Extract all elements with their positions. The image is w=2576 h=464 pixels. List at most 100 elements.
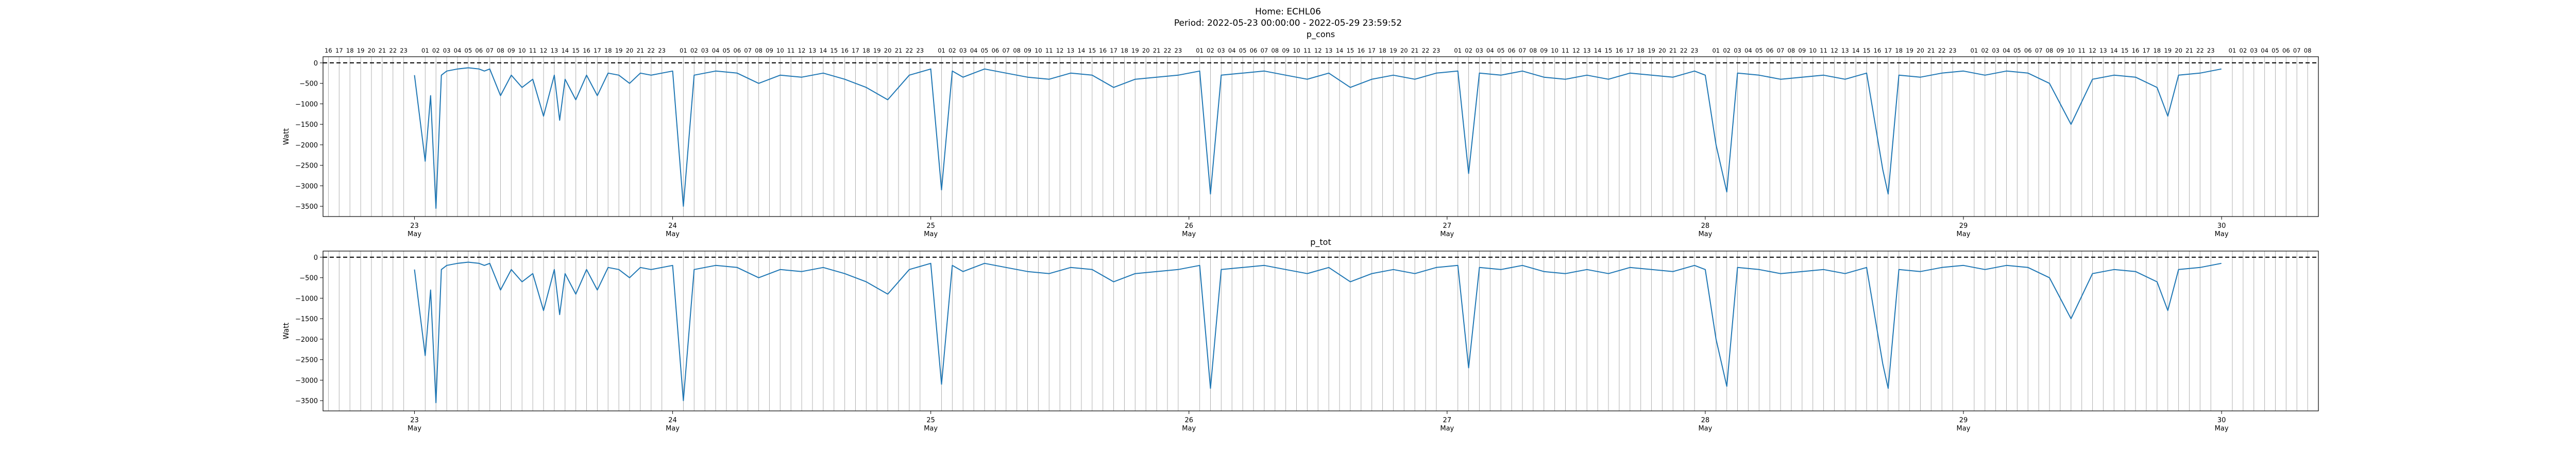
x-day-tick-label: 27 (1443, 222, 1452, 230)
top-hour-tick-label: 03 (1992, 47, 1999, 54)
x-day-tick-label: 26 (1184, 222, 1193, 230)
top-hour-tick-label: 01 (938, 47, 945, 54)
top-hour-tick-label: 05 (1497, 47, 1505, 54)
y-axis: 0 −500 −1000 −1500 −2000 −2500 −3000 −3500 Watt (282, 254, 323, 405)
figure-title-line1: Home: ECHL06 (1255, 7, 1321, 17)
top-hour-tick-label: 13 (2099, 47, 2107, 54)
top-hour-tick-label: 12 (798, 47, 806, 54)
top-hour-tick-label: 04 (712, 47, 720, 54)
top-hour-tick-label: 18 (1637, 47, 1645, 54)
y-tick-label: −1000 (295, 101, 318, 108)
top-hour-tick-label: 03 (701, 47, 709, 54)
y-tick-label: −1000 (295, 295, 318, 303)
top-hour-tick-label: 07 (486, 47, 494, 54)
top-hour-tick-label: 11 (1820, 47, 1827, 54)
top-hour-tick-label: 19 (1906, 47, 1913, 54)
top-hour-tick-label: 23 (1433, 47, 1440, 54)
x-day-tick-label: 29 (1959, 222, 1968, 230)
x-month-tick-label: May (2215, 230, 2229, 238)
top-hour-tick-label: 02 (1723, 47, 1731, 54)
series-line-p_cons (414, 67, 2222, 209)
top-hour-tick-label: 12 (2089, 47, 2096, 54)
x-month-tick-label: May (666, 230, 680, 238)
x-day-tick-label: 23 (410, 222, 419, 230)
top-hour-tick-label: 19 (357, 47, 365, 54)
y-tick-label: −3000 (295, 377, 318, 385)
top-hour-tick-label: 04 (1744, 47, 1752, 54)
top-hour-tick-label: 19 (1648, 47, 1655, 54)
y-tick-label: −3500 (295, 397, 318, 405)
top-hour-tick-label: 07 (2293, 47, 2301, 54)
top-hour-tick-label: 19 (1389, 47, 1397, 54)
top-hour-tick-label: 02 (948, 47, 956, 54)
chart-panel-p_tot: p_tot 0 −500 −1000 −1500 −2000 −2500 −3000 −3500… (282, 237, 2319, 433)
y-axis-label: Watt (282, 128, 291, 145)
top-hour-tick-label: 05 (2013, 47, 2021, 54)
top-hour-tick-label: 23 (916, 47, 924, 54)
top-hour-tick-label: 04 (1228, 47, 1236, 54)
top-hour-tick-label: 20 (368, 47, 376, 54)
top-hour-tick-label: 16 (1616, 47, 1623, 54)
top-hour-tick-label: 14 (561, 47, 569, 54)
top-hour-tick-label: 21 (895, 47, 903, 54)
top-hour-tick-label: 14 (1594, 47, 1602, 54)
x-day-tick-label: 24 (668, 222, 677, 230)
x-day-tick-label: 30 (2217, 222, 2226, 230)
top-hour-tick-label: 06 (734, 47, 741, 54)
top-hour-tick-label: 10 (1551, 47, 1558, 54)
top-hour-tick-label: 12 (540, 47, 548, 54)
top-hour-tick-label: 21 (1669, 47, 1677, 54)
top-hour-tick-label: 13 (1841, 47, 1849, 54)
top-hour-tick-label: 08 (497, 47, 504, 54)
top-hour-tick-label: 16 (1357, 47, 1365, 54)
top-hour-tick-label: 17 (852, 47, 859, 54)
top-hour-tick-label: 22 (1164, 47, 1172, 54)
top-hour-tick-label: 21 (637, 47, 645, 54)
top-hour-tick-label: 12 (1056, 47, 1064, 54)
top-hour-tick-label: 20 (626, 47, 634, 54)
top-hour-tick-label: 06 (2282, 47, 2290, 54)
top-hour-tick-label: 13 (551, 47, 558, 54)
top-hour-tick-label: 07 (1261, 47, 1268, 54)
top-hour-tick-label: 15 (1347, 47, 1354, 54)
top-hour-tick-label: 08 (2046, 47, 2054, 54)
top-hour-tick-label: 04 (2261, 47, 2268, 54)
x-month-tick-label: May (408, 425, 421, 433)
top-hour-tick-label: 07 (1777, 47, 1785, 54)
top-hour-tick-label: 14 (2110, 47, 2118, 54)
top-hour-tick-label: 21 (1153, 47, 1161, 54)
y-tick-label: −500 (299, 275, 318, 283)
x-day-tick-label: 27 (1443, 417, 1452, 424)
top-hour-tick-label: 21 (1411, 47, 1419, 54)
top-hour-tick-label: 15 (1863, 47, 1871, 54)
top-hour-tick-label: 11 (529, 47, 537, 54)
top-hour-tick-label: 09 (507, 47, 515, 54)
top-hour-tick-label: 21 (1927, 47, 1935, 54)
x-month-tick-label: May (2215, 425, 2229, 433)
top-hour-tick-label: 14 (1078, 47, 1086, 54)
top-hour-tick-label: 18 (1379, 47, 1386, 54)
top-hour-tick-label: 20 (884, 47, 892, 54)
top-hour-tick-label: 23 (400, 47, 408, 54)
x-month-tick-label: May (1182, 425, 1196, 433)
top-hour-tick-label: 04 (970, 47, 978, 54)
top-hour-tick-label: 08 (1271, 47, 1279, 54)
top-hour-tick-label: 08 (755, 47, 762, 54)
series-line-p_tot (414, 261, 2222, 404)
top-hour-tick-label: 17 (335, 47, 343, 54)
y-tick-label: −2000 (295, 336, 318, 344)
top-hour-tick-label: 16 (2132, 47, 2140, 54)
top-hour-tick-label: 10 (1293, 47, 1300, 54)
x-month-tick-label: May (924, 425, 938, 433)
top-hour-tick-label: 06 (1250, 47, 1258, 54)
panels: 16 17 18 19 20 21 22 23 01 02 03 04 05 06 07 08 09 10 11 12… (282, 29, 2319, 433)
top-hour-tick-label: 05 (1755, 47, 1763, 54)
top-hour-tick-label: 19 (873, 47, 881, 54)
top-hour-tick-label: 16 (841, 47, 849, 54)
top-hour-tick-label: 01 (1712, 47, 1720, 54)
top-hour-tick-label: 08 (1788, 47, 1795, 54)
top-hour-tick-label: 09 (1799, 47, 1806, 54)
top-hour-tick-label: 01 (680, 47, 687, 54)
top-hour-tick-label: 22 (2196, 47, 2204, 54)
